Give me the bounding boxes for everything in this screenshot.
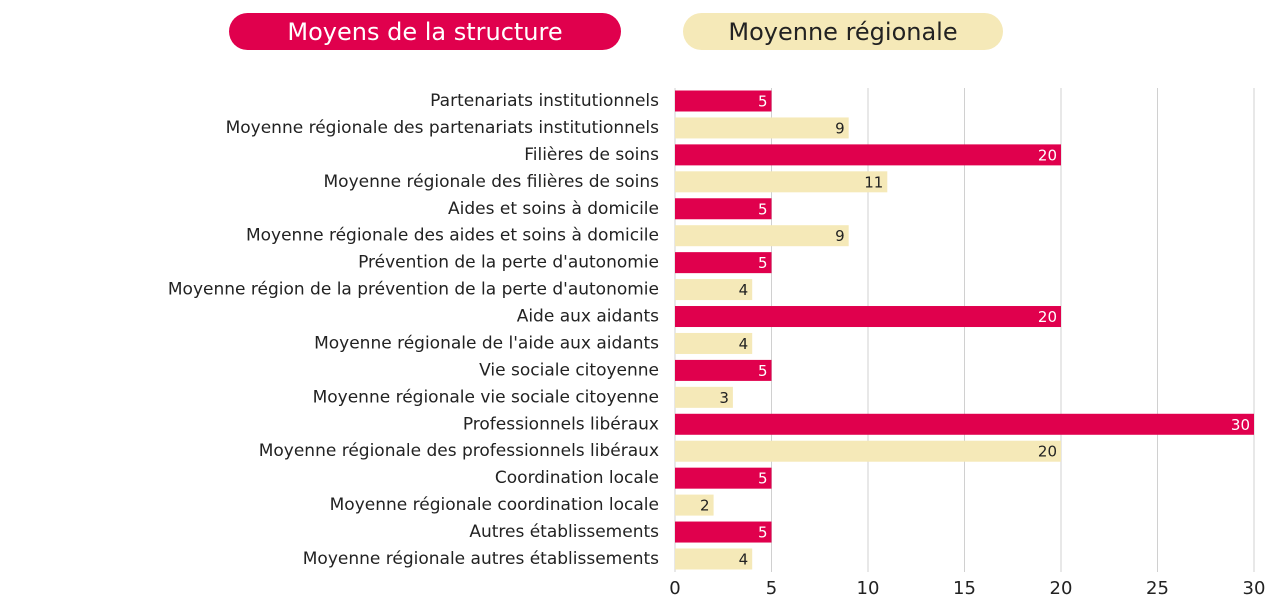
x-tick-label: 20	[1050, 578, 1073, 597]
value-label: 30	[1231, 416, 1250, 434]
bar	[675, 467, 772, 489]
bar	[675, 359, 772, 381]
y-tick-label: Moyenne région de la prévention de la pe…	[168, 280, 659, 300]
y-tick-label: Moyenne régionale vie sociale citoyenne	[313, 387, 659, 407]
value-label: 20	[1038, 308, 1057, 326]
bar	[675, 332, 753, 354]
legend-swatch	[683, 13, 1003, 50]
value-label: 3	[719, 389, 729, 407]
value-label: 2	[700, 497, 710, 515]
value-label: 9	[835, 119, 845, 137]
bar	[675, 413, 1254, 435]
x-tick-label: 5	[766, 578, 777, 597]
y-tick-label: Moyenne régionale des partenariats insti…	[226, 118, 660, 138]
y-tick-label: Moyenne régionale de l'aide aux aidants	[314, 333, 659, 353]
legend-label: Moyens de la structure	[287, 18, 562, 46]
value-label: 4	[739, 550, 749, 568]
bar	[675, 144, 1061, 166]
bar	[675, 521, 772, 543]
y-tick-label: Filières de soins	[524, 145, 659, 165]
bar	[675, 252, 772, 274]
value-label: 20	[1038, 146, 1057, 164]
x-tick-label: 10	[857, 578, 880, 597]
x-tick-label: 0	[669, 578, 680, 597]
legend-label: Moyenne régionale	[728, 18, 957, 46]
y-tick-label: Moyenne régionale autres établissements	[303, 549, 659, 569]
value-label: 4	[739, 335, 749, 353]
bar	[675, 440, 1061, 462]
bar	[675, 279, 753, 301]
y-tick-label: Prévention de la perte d'autonomie	[358, 253, 659, 273]
value-label: 20	[1038, 443, 1057, 461]
bar	[675, 225, 849, 247]
x-tick-label: 15	[953, 578, 976, 597]
y-tick-label: Autres établissements	[469, 522, 659, 542]
y-tick-label: Coordination locale	[495, 468, 659, 488]
legend-swatch	[229, 13, 621, 50]
bar	[675, 198, 772, 220]
bar	[675, 494, 714, 516]
value-label: 5	[758, 254, 768, 272]
value-label: 4	[739, 281, 749, 299]
x-tick-label: 30	[1243, 578, 1266, 597]
bar	[675, 90, 772, 112]
value-label: 5	[758, 470, 768, 488]
bar	[675, 386, 733, 408]
value-label: 11	[864, 173, 883, 191]
value-label: 5	[758, 362, 768, 380]
y-tick-label: Professionnels libéraux	[463, 414, 659, 434]
bar	[675, 171, 888, 193]
value-label: 5	[758, 93, 768, 111]
y-tick-label: Vie sociale citoyenne	[479, 360, 659, 380]
y-tick-label: Moyenne régionale des professionnels lib…	[259, 441, 659, 461]
bar	[675, 306, 1061, 328]
y-tick-label: Partenariats institutionnels	[430, 91, 659, 111]
y-tick-label: Moyenne régionale des filières de soins	[324, 172, 660, 192]
y-tick-label: Aides et soins à domicile	[448, 199, 659, 219]
value-label: 5	[758, 200, 768, 218]
y-tick-label: Aide aux aidants	[517, 307, 659, 327]
y-tick-label: Moyenne régionale des aides et soins à d…	[246, 226, 659, 246]
bar	[675, 117, 849, 139]
value-label: 5	[758, 524, 768, 542]
x-tick-label: 25	[1146, 578, 1169, 597]
bar	[675, 548, 753, 570]
y-tick-label: Moyenne régionale coordination locale	[330, 495, 659, 515]
value-label: 9	[835, 227, 845, 245]
